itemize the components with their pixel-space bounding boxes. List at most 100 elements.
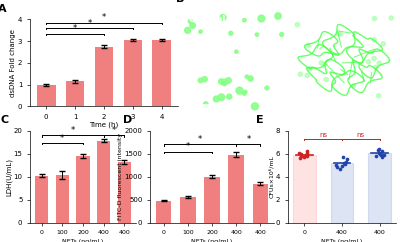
Point [344,158,350,161]
Point [339,164,345,168]
Bar [293,155,316,223]
Circle shape [319,61,324,65]
Point [340,155,346,159]
Text: *: * [88,19,92,28]
Bar [156,201,171,223]
Circle shape [202,77,207,82]
Y-axis label: LDH(U/mL): LDH(U/mL) [6,158,12,196]
Circle shape [204,102,208,106]
Circle shape [185,27,190,33]
Bar [180,197,196,223]
Bar [118,162,131,223]
Circle shape [226,78,231,83]
Circle shape [366,60,371,64]
Circle shape [190,23,195,28]
Point [377,152,384,156]
Circle shape [338,32,342,36]
Point [301,155,308,159]
Text: *: * [112,126,116,135]
Point [334,166,340,169]
Point [378,155,385,159]
Circle shape [324,77,328,82]
Bar [124,40,142,106]
Circle shape [295,23,300,27]
Circle shape [351,84,356,88]
Text: *: * [60,134,64,143]
Point [336,167,343,171]
Bar [253,183,268,223]
Circle shape [275,13,281,19]
Text: C: C [0,115,8,125]
Circle shape [218,94,225,100]
Point [375,148,382,152]
Circle shape [220,15,226,21]
Text: B: B [176,0,184,4]
Circle shape [280,33,284,36]
Circle shape [389,16,393,20]
Point [304,151,310,154]
Bar [37,85,56,106]
Circle shape [372,38,376,42]
Circle shape [258,15,265,22]
Text: *: * [186,142,190,151]
Point [342,160,349,164]
Point [341,161,347,165]
Circle shape [322,62,327,66]
Point [341,162,348,166]
Bar [94,46,114,106]
Text: E: E [256,115,263,125]
Text: A: A [0,4,6,14]
Point [304,154,310,158]
Circle shape [221,79,228,86]
Text: NETs (ng/mL): NETs (ng/mL) [321,239,363,242]
Circle shape [372,16,377,21]
Text: S. uberis: S. uberis [292,15,337,24]
Text: *: * [70,126,75,135]
Circle shape [229,31,233,35]
Point [376,151,382,154]
Point [379,149,385,153]
Circle shape [381,42,386,46]
Circle shape [377,61,382,65]
Circle shape [199,30,202,33]
Text: *: * [198,135,202,144]
Point [378,153,384,157]
Text: NETs (ng/mL): NETs (ng/mL) [62,239,104,242]
Circle shape [252,103,258,110]
Circle shape [306,43,310,47]
Text: Control: Control [188,15,226,24]
Circle shape [198,78,203,83]
Circle shape [188,19,192,23]
Circle shape [244,90,247,94]
Bar [368,152,391,223]
Bar [35,176,48,223]
Point [302,153,309,157]
Circle shape [243,18,246,22]
Circle shape [336,32,341,36]
Point [333,163,340,167]
Circle shape [374,65,378,69]
Bar [66,81,84,106]
Point [304,149,310,153]
Bar [97,141,110,223]
Point [381,153,388,157]
Circle shape [235,50,238,53]
Circle shape [243,91,246,95]
Circle shape [236,87,243,94]
Circle shape [255,33,259,36]
Text: *: * [73,24,77,33]
Circle shape [219,79,224,84]
Y-axis label: dsDNA Fold change: dsDNA Fold change [10,29,16,97]
Circle shape [265,86,269,90]
Circle shape [298,72,302,76]
Y-axis label: FITC-D fluorescent intensity: FITC-D fluorescent intensity [118,133,123,220]
Text: *: * [102,13,106,22]
Bar [76,156,90,223]
Text: NETs (ng/mL): NETs (ng/mL) [191,239,233,242]
Bar [152,40,171,106]
Point [296,151,302,154]
Text: *: * [246,135,250,144]
Point [298,152,304,156]
X-axis label: Time (h): Time (h) [89,121,119,128]
Text: D: D [123,115,132,125]
